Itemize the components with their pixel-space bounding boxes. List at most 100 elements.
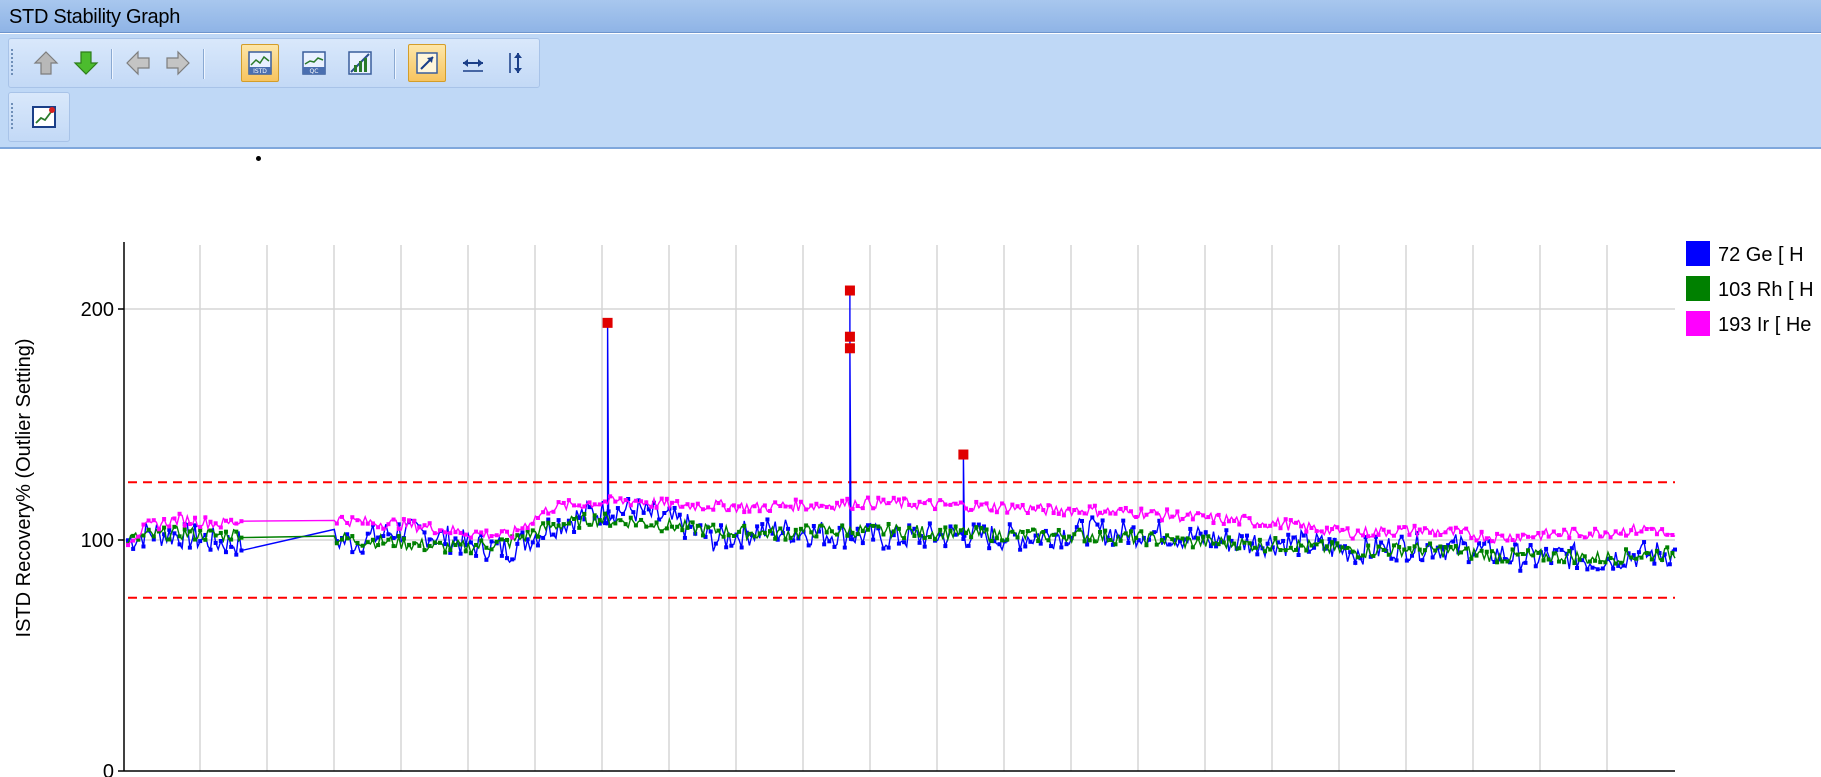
data-point	[1466, 560, 1471, 565]
data-point	[711, 507, 716, 512]
data-point	[1000, 538, 1005, 543]
data-point	[1304, 548, 1309, 553]
data-point	[510, 535, 515, 540]
data-point	[1028, 539, 1033, 544]
data-point	[1644, 550, 1649, 555]
autoscale-button[interactable]	[408, 44, 446, 82]
data-point	[172, 524, 177, 529]
data-point	[1278, 526, 1283, 531]
data-point	[662, 511, 667, 516]
data-point	[729, 543, 734, 548]
data-point	[1572, 526, 1577, 531]
data-point	[1293, 520, 1298, 525]
istd-graph-button[interactable]: ISTD	[241, 44, 279, 82]
data-point	[229, 537, 234, 542]
data-point	[744, 530, 749, 535]
data-point	[1559, 547, 1564, 552]
fit-width-button[interactable]	[454, 44, 492, 82]
data-point	[141, 533, 146, 538]
chart-settings-button[interactable]	[25, 98, 63, 136]
data-point	[1082, 511, 1087, 516]
data-point	[1299, 524, 1304, 529]
data-point	[577, 503, 582, 508]
data-point	[1438, 532, 1443, 537]
data-point	[1598, 534, 1603, 539]
data-point	[938, 498, 943, 503]
data-point	[198, 528, 203, 533]
data-point	[468, 540, 473, 545]
move-up-button[interactable]	[27, 44, 65, 82]
data-point	[370, 521, 375, 526]
data-point	[172, 516, 177, 521]
calibration-graph-button[interactable]	[341, 44, 379, 82]
data-point	[1237, 546, 1242, 551]
arrow-down-icon	[73, 51, 99, 75]
data-point	[659, 529, 664, 534]
move-down-button[interactable]	[67, 44, 105, 82]
data-point	[1358, 556, 1363, 561]
data-point	[1043, 528, 1048, 533]
data-point	[577, 525, 582, 530]
data-point	[1196, 511, 1201, 516]
data-point	[1033, 533, 1038, 538]
data-point	[1224, 528, 1229, 533]
data-point	[1322, 546, 1327, 551]
data-point	[1577, 557, 1582, 562]
data-point	[829, 505, 834, 510]
data-point	[752, 534, 757, 539]
data-point	[1025, 510, 1030, 515]
data-point	[510, 557, 515, 562]
data-point	[520, 526, 525, 531]
data-point	[716, 528, 721, 533]
data-point	[1208, 544, 1213, 549]
data-point	[479, 538, 484, 543]
y-tick-label: 0	[103, 761, 114, 777]
data-point	[997, 542, 1002, 547]
outlier-point	[844, 343, 855, 354]
toolbar-grip[interactable]	[11, 103, 13, 131]
data-point	[556, 518, 561, 523]
toolbar-grip[interactable]	[11, 49, 13, 77]
data-point	[345, 532, 350, 537]
data-point	[1268, 547, 1273, 552]
move-left-button[interactable]	[119, 44, 157, 82]
data-point	[651, 500, 656, 505]
data-point	[489, 534, 494, 539]
data-point	[396, 526, 401, 531]
data-point	[407, 542, 412, 547]
data-point	[943, 525, 948, 530]
data-point	[381, 534, 386, 539]
data-point	[592, 502, 597, 507]
data-point	[1144, 543, 1149, 548]
data-point	[1067, 534, 1072, 539]
data-point	[1090, 515, 1095, 520]
data-point	[943, 544, 948, 549]
data-point	[1247, 541, 1252, 546]
data-point	[1221, 521, 1226, 526]
data-point	[700, 533, 705, 538]
fit-height-button[interactable]	[499, 44, 537, 82]
data-point	[1391, 533, 1396, 538]
outlier-point	[602, 317, 613, 328]
data-point	[1332, 537, 1337, 542]
qc-graph-button[interactable]: QC	[295, 44, 333, 82]
data-point	[1649, 526, 1654, 531]
data-point	[685, 525, 690, 530]
toolbar-separator	[203, 49, 205, 79]
data-point	[1379, 540, 1384, 545]
data-point	[747, 531, 752, 536]
move-right-button[interactable]	[159, 44, 197, 82]
data-point	[1422, 526, 1427, 531]
data-point	[958, 528, 963, 533]
data-point	[881, 532, 886, 537]
data-point	[850, 537, 855, 542]
data-point	[726, 533, 731, 538]
data-point	[927, 535, 932, 540]
data-point	[855, 504, 860, 509]
data-point	[778, 504, 783, 509]
data-point	[1023, 544, 1028, 549]
series-line	[127, 512, 1676, 566]
data-point	[783, 504, 788, 509]
data-point	[1412, 523, 1417, 528]
data-point	[927, 498, 932, 503]
